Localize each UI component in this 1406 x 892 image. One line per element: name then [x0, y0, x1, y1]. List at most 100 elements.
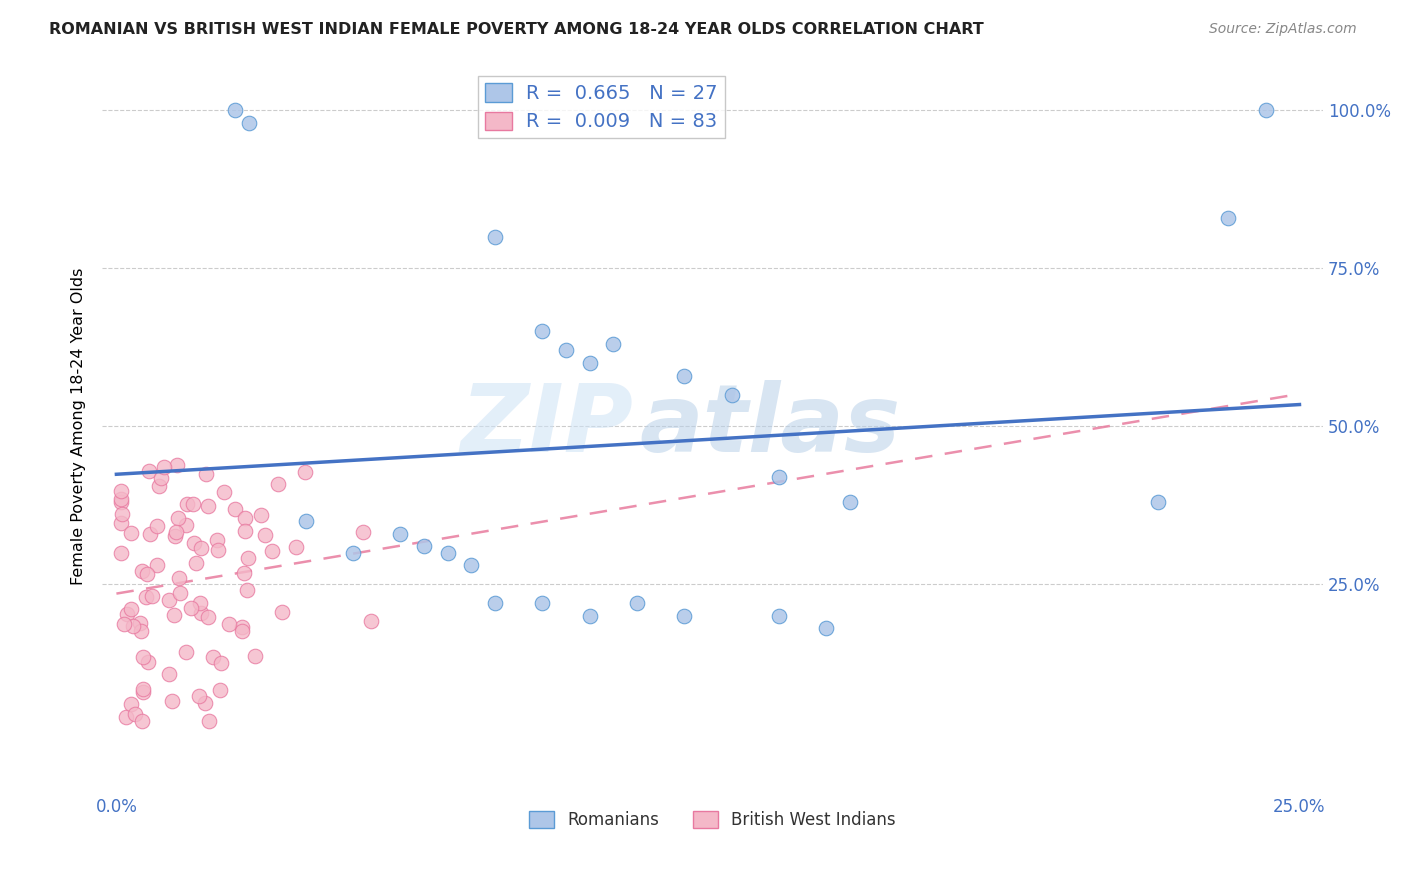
Point	[673, 368, 696, 383]
Legend: Romanians, British West Indians: Romanians, British West Indians	[523, 804, 903, 836]
Point	[165, 525, 187, 540]
Point	[720, 387, 742, 401]
Point	[285, 540, 308, 554]
Point	[124, 706, 146, 721]
Point	[815, 621, 838, 635]
Point	[838, 495, 860, 509]
Point	[484, 229, 506, 244]
Point	[254, 528, 277, 542]
Point	[183, 536, 205, 550]
Point	[236, 551, 259, 566]
Point	[167, 571, 190, 585]
Text: ZIP: ZIP	[460, 380, 633, 472]
Point	[132, 681, 155, 696]
Point	[208, 682, 231, 697]
Point	[111, 507, 134, 521]
Point	[271, 605, 294, 619]
Point	[190, 606, 212, 620]
Point	[207, 543, 229, 558]
Point	[180, 601, 202, 615]
Point	[141, 589, 163, 603]
Point	[294, 514, 316, 528]
Point	[122, 619, 145, 633]
Point	[232, 566, 254, 580]
Point	[174, 517, 197, 532]
Point	[238, 116, 260, 130]
Point	[135, 591, 157, 605]
Point	[138, 464, 160, 478]
Text: atlas: atlas	[640, 380, 901, 472]
Point	[235, 582, 257, 597]
Point	[1256, 103, 1278, 117]
Point	[166, 511, 188, 525]
Point	[413, 539, 436, 553]
Point	[187, 689, 209, 703]
Point	[531, 324, 554, 338]
Point	[262, 544, 284, 558]
Point	[531, 596, 554, 610]
Point	[110, 484, 132, 499]
Point	[115, 710, 138, 724]
Point	[360, 614, 382, 628]
Point	[184, 556, 207, 570]
Point	[249, 508, 271, 522]
Point	[120, 602, 142, 616]
Point	[195, 467, 218, 481]
Point	[190, 597, 212, 611]
Point	[181, 497, 204, 511]
Point	[139, 526, 162, 541]
Point	[146, 519, 169, 533]
Point	[214, 485, 236, 500]
Point	[136, 655, 159, 669]
Point	[205, 533, 228, 547]
Point	[231, 620, 253, 634]
Point	[163, 608, 186, 623]
Point	[197, 499, 219, 513]
Point	[157, 593, 180, 607]
Point	[294, 465, 316, 479]
Point	[157, 667, 180, 681]
Point	[198, 714, 221, 728]
Point	[194, 696, 217, 710]
Point	[174, 645, 197, 659]
Point	[224, 502, 246, 516]
Point	[110, 495, 132, 509]
Point	[165, 529, 187, 543]
Point	[233, 524, 256, 538]
Point	[626, 596, 648, 610]
Point	[112, 617, 135, 632]
Point	[218, 616, 240, 631]
Point	[148, 479, 170, 493]
Point	[1218, 211, 1240, 225]
Point	[202, 650, 225, 665]
Point	[131, 624, 153, 639]
Point	[233, 510, 256, 524]
Point	[110, 491, 132, 506]
Point	[115, 607, 138, 621]
Point	[768, 469, 790, 483]
Point	[1146, 495, 1168, 509]
Point	[166, 458, 188, 472]
Point	[197, 610, 219, 624]
Point	[131, 564, 153, 578]
Point	[132, 684, 155, 698]
Text: Source: ZipAtlas.com: Source: ZipAtlas.com	[1209, 22, 1357, 37]
Point	[150, 471, 173, 485]
Point	[342, 545, 364, 559]
Point	[224, 103, 246, 117]
Point	[578, 608, 600, 623]
Point	[768, 608, 790, 623]
Point	[460, 558, 482, 573]
Point	[128, 616, 150, 631]
Point	[152, 459, 174, 474]
Point	[245, 649, 267, 664]
Point	[169, 585, 191, 599]
Point	[110, 545, 132, 559]
Point	[162, 694, 184, 708]
Text: ROMANIAN VS BRITISH WEST INDIAN FEMALE POVERTY AMONG 18-24 YEAR OLDS CORRELATION: ROMANIAN VS BRITISH WEST INDIAN FEMALE P…	[49, 22, 984, 37]
Point	[267, 476, 290, 491]
Point	[190, 541, 212, 555]
Point	[120, 697, 142, 711]
Point	[673, 608, 696, 623]
Point	[110, 516, 132, 530]
